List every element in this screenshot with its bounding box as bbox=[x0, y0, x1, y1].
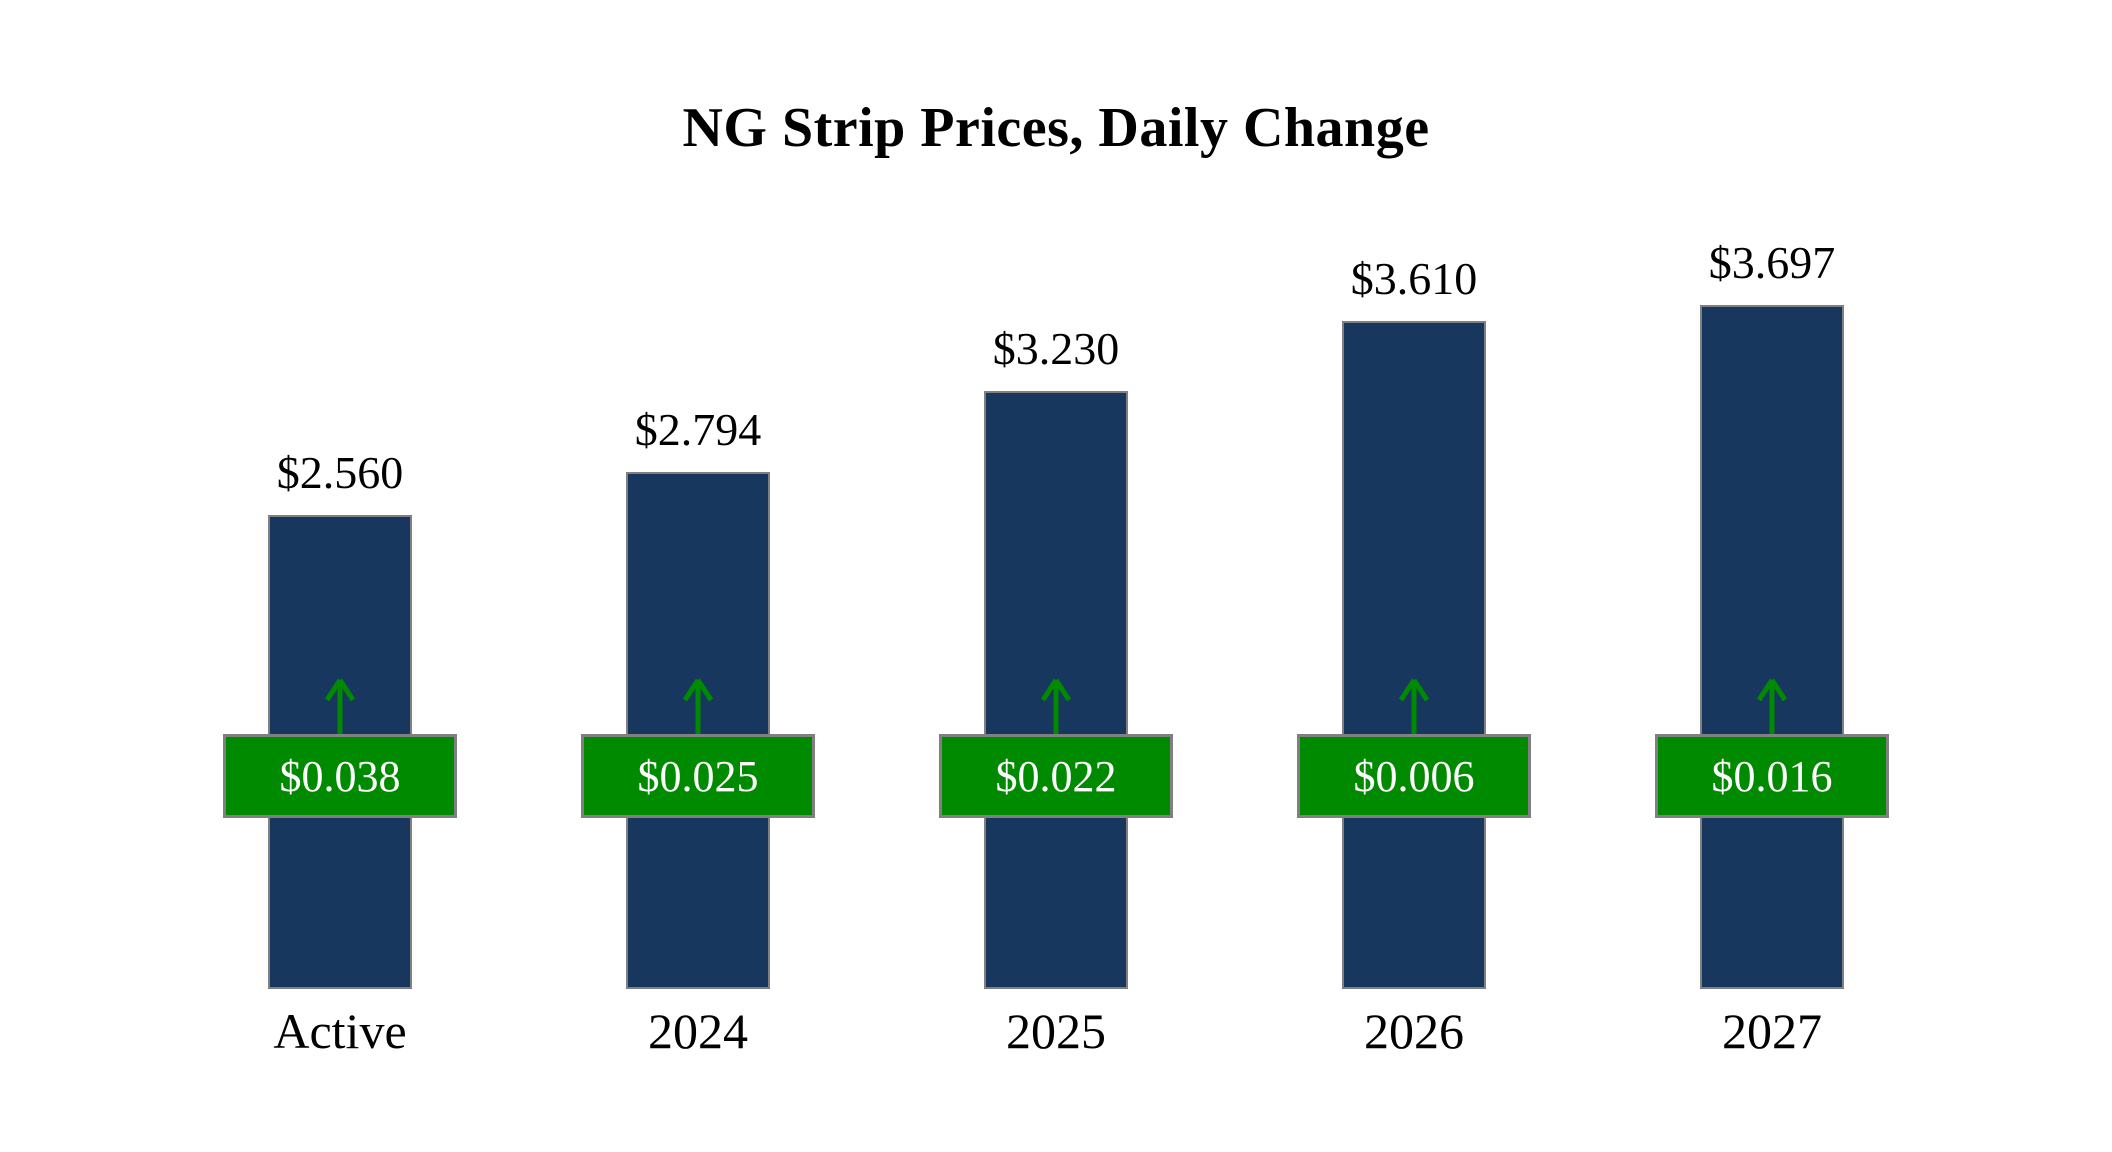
category-label: Active bbox=[273, 1003, 407, 1059]
chart-title: NG Strip Prices, Daily Change bbox=[682, 97, 1430, 159]
category-label: 2026 bbox=[1364, 1003, 1464, 1059]
up-arrow-icon bbox=[674, 676, 722, 736]
price-label: $3.610 bbox=[1350, 253, 1478, 304]
daily-change-badge: $0.016 bbox=[1655, 734, 1889, 818]
up-arrow-icon bbox=[1032, 676, 1080, 736]
category-label: 2024 bbox=[648, 1003, 748, 1059]
bar-group: $2.794 $0.025 2024 bbox=[519, 0, 877, 1152]
up-arrow-icon bbox=[316, 676, 364, 736]
category-label: 2025 bbox=[1006, 1003, 1106, 1059]
price-label: $3.230 bbox=[992, 323, 1120, 374]
up-arrow-icon bbox=[1390, 676, 1438, 736]
bar-group: $3.697 $0.016 2027 bbox=[1593, 0, 1951, 1152]
daily-change-badge: $0.006 bbox=[1297, 734, 1531, 818]
price-label: $2.794 bbox=[634, 404, 762, 455]
bar bbox=[1342, 321, 1486, 989]
up-arrow-icon bbox=[1748, 676, 1796, 736]
price-label: $3.697 bbox=[1708, 237, 1836, 288]
chart-area: $2.560 $0.038 Active $2.794 $0.025 2024 … bbox=[161, 0, 1951, 1152]
category-label: 2027 bbox=[1722, 1003, 1822, 1059]
bar-group: $2.560 $0.038 Active bbox=[161, 0, 519, 1152]
bar bbox=[1700, 305, 1844, 989]
bar-group: $3.610 $0.006 2026 bbox=[1235, 0, 1593, 1152]
price-label: $2.560 bbox=[276, 447, 404, 498]
daily-change-badge: $0.022 bbox=[939, 734, 1173, 818]
daily-change-badge: $0.038 bbox=[223, 734, 457, 818]
bar-group: $3.230 $0.022 2025 bbox=[877, 0, 1235, 1152]
daily-change-badge: $0.025 bbox=[581, 734, 815, 818]
